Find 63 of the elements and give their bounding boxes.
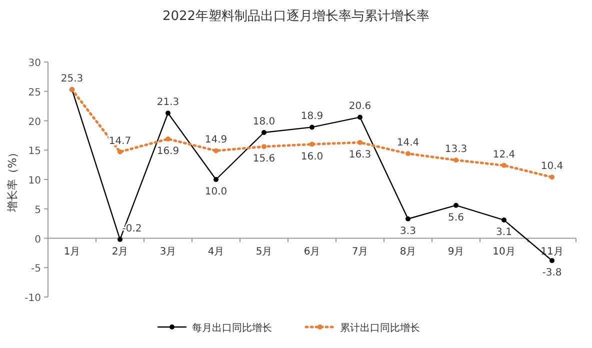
point (310, 142, 314, 147)
x-tick-label: 10月 (492, 246, 516, 258)
data-label: 18.9 (300, 111, 324, 122)
point (454, 158, 458, 163)
data-label: 3.3 (400, 226, 416, 237)
data-label: 5.6 (448, 212, 464, 224)
point (214, 177, 218, 182)
chart-title: 2022年塑料制品出口逐月增长率与累计增长率 (162, 8, 430, 24)
x-tick-label: 9月 (448, 246, 464, 258)
data-label: 20.6 (348, 101, 372, 112)
data-label: 14.7 (108, 136, 132, 147)
y-tick-label: 15 (28, 146, 41, 158)
x-tick-label: 5月 (256, 246, 272, 258)
x-tick-label: 7月 (352, 246, 368, 258)
data-label: 10.0 (204, 186, 228, 198)
data-label: 21.3 (156, 97, 180, 108)
data-label: 3.1 (496, 227, 512, 238)
data-label: 14.4 (396, 138, 420, 149)
data-label: 16.9 (156, 146, 180, 157)
y-axis-title: 增长率（%） (6, 146, 19, 214)
point (118, 149, 122, 154)
point (406, 151, 410, 156)
data-label: 14.9 (204, 134, 228, 146)
data-label: 10.4 (540, 161, 564, 172)
point (262, 130, 266, 135)
point (406, 216, 410, 222)
point (358, 140, 362, 145)
y-tick-label: 25 (28, 87, 41, 98)
data-label: -3.8 (542, 268, 562, 279)
y-tick-label: 5 (34, 204, 41, 216)
x-tick-label: 4月 (208, 246, 224, 258)
y-tick-label: 0 (34, 234, 41, 246)
point (550, 174, 554, 180)
point (262, 144, 266, 150)
y-tick-label: -5 (31, 264, 41, 275)
legend-label: 每月出口同比增长 (192, 322, 272, 334)
point (166, 136, 170, 142)
data-label: 16.3 (348, 149, 372, 160)
point (454, 202, 458, 208)
y-tick-label: -10 (24, 293, 41, 304)
x-tick-label: 3月 (160, 246, 176, 258)
y-tick-label: 10 (28, 176, 41, 186)
point (166, 110, 170, 116)
data-label: 13.3 (444, 144, 468, 156)
data-label: 18.0 (252, 116, 276, 128)
x-tick-label: 8月 (400, 246, 416, 258)
data-label: 25.3 (60, 74, 84, 85)
legend-label: 累计出口同比增长 (340, 322, 420, 334)
data-label: 12.4 (492, 149, 516, 160)
x-tick-label: 6月 (304, 246, 320, 258)
y-tick-label: 20 (28, 116, 41, 128)
point (358, 114, 362, 120)
point (310, 124, 314, 130)
point (214, 148, 218, 154)
point (550, 258, 554, 264)
y-tick-label: 30 (28, 58, 41, 69)
x-tick-label: 2月 (112, 246, 128, 258)
data-label: 16.0 (300, 151, 324, 162)
x-tick-label: 1月 (64, 246, 80, 258)
point (502, 218, 506, 223)
point (118, 236, 122, 242)
point (502, 162, 506, 168)
data-label: 15.6 (252, 154, 276, 165)
